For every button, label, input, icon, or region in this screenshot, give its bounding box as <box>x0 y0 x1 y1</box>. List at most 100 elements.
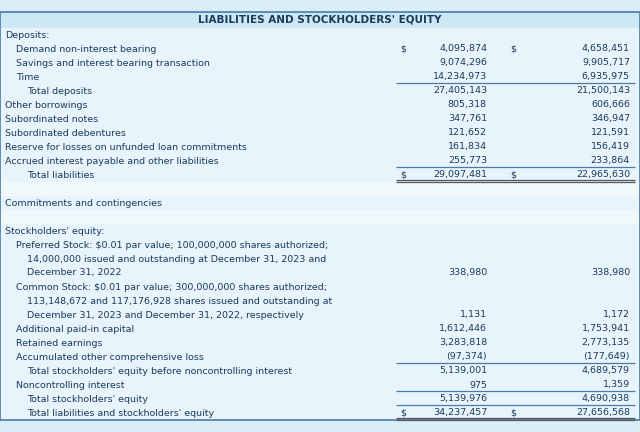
Text: 121,591: 121,591 <box>591 128 630 137</box>
Text: 338,980: 338,980 <box>591 269 630 277</box>
Text: 338,980: 338,980 <box>448 269 487 277</box>
Bar <box>0 280 640 294</box>
Text: 1,612,446: 1,612,446 <box>439 324 487 334</box>
Bar <box>0 308 640 322</box>
Bar <box>0 42 640 56</box>
Text: Stockholders' equity:: Stockholders' equity: <box>5 226 104 235</box>
Text: $: $ <box>510 171 516 180</box>
Text: $: $ <box>400 171 406 180</box>
Text: Deposits:: Deposits: <box>5 31 49 39</box>
Text: $: $ <box>400 409 406 417</box>
Text: December 31, 2023 and December 31, 2022, respectively: December 31, 2023 and December 31, 2022,… <box>27 311 304 320</box>
Text: 233,864: 233,864 <box>591 156 630 165</box>
Text: 5,139,976: 5,139,976 <box>439 394 487 403</box>
Bar <box>0 406 640 420</box>
Text: 156,419: 156,419 <box>591 143 630 152</box>
Bar <box>0 378 640 392</box>
Bar <box>0 294 640 308</box>
Text: 161,834: 161,834 <box>448 143 487 152</box>
Text: Total liabilities: Total liabilities <box>27 171 94 180</box>
Bar <box>0 84 640 98</box>
Text: 34,237,457: 34,237,457 <box>433 409 487 417</box>
Bar <box>0 350 640 364</box>
Bar <box>0 224 640 238</box>
Text: 606,666: 606,666 <box>591 101 630 109</box>
Text: Savings and interest bearing transaction: Savings and interest bearing transaction <box>16 58 210 67</box>
Text: LIABILITIES AND STOCKHOLDERS' EQUITY: LIABILITIES AND STOCKHOLDERS' EQUITY <box>198 15 442 25</box>
Text: 1,172: 1,172 <box>603 311 630 320</box>
Bar <box>0 210 640 224</box>
Bar <box>0 392 640 406</box>
Text: 5,139,001: 5,139,001 <box>439 366 487 375</box>
Bar <box>0 126 640 140</box>
Bar <box>0 28 640 42</box>
Text: 346,947: 346,947 <box>591 114 630 124</box>
Bar <box>0 56 640 70</box>
Text: 14,234,973: 14,234,973 <box>433 73 487 82</box>
Text: 1,753,941: 1,753,941 <box>582 324 630 334</box>
Bar <box>0 336 640 350</box>
Text: 2,773,135: 2,773,135 <box>582 339 630 347</box>
Text: Total liabilities and stockholders' equity: Total liabilities and stockholders' equi… <box>27 409 214 417</box>
Text: Accrued interest payable and other liabilities: Accrued interest payable and other liabi… <box>5 156 219 165</box>
Text: 1,131: 1,131 <box>460 311 487 320</box>
Text: 6,935,975: 6,935,975 <box>582 73 630 82</box>
Text: Accumulated other comprehensive loss: Accumulated other comprehensive loss <box>16 353 204 362</box>
Text: 4,690,938: 4,690,938 <box>582 394 630 403</box>
Text: 347,761: 347,761 <box>448 114 487 124</box>
Text: $: $ <box>400 44 406 54</box>
Bar <box>0 154 640 168</box>
Text: Preferred Stock: $0.01 par value; 100,000,000 shares authorized;: Preferred Stock: $0.01 par value; 100,00… <box>16 241 328 250</box>
Text: Additional paid-in capital: Additional paid-in capital <box>16 324 134 334</box>
Text: (177,649): (177,649) <box>584 353 630 362</box>
Bar <box>0 266 640 280</box>
Text: 27,656,568: 27,656,568 <box>576 409 630 417</box>
Text: Total deposits: Total deposits <box>27 86 92 95</box>
Text: Retained earnings: Retained earnings <box>16 339 102 347</box>
Text: Reserve for losses on unfunded loan commitments: Reserve for losses on unfunded loan comm… <box>5 143 247 152</box>
Bar <box>0 70 640 84</box>
Bar <box>0 364 640 378</box>
Bar <box>0 252 640 266</box>
Bar <box>0 140 640 154</box>
Text: 4,658,451: 4,658,451 <box>582 44 630 54</box>
Bar <box>0 238 640 252</box>
Text: Time: Time <box>16 73 39 82</box>
Text: (97,374): (97,374) <box>446 353 487 362</box>
Text: Subordinated debentures: Subordinated debentures <box>5 128 126 137</box>
Text: 22,965,630: 22,965,630 <box>576 171 630 180</box>
Text: 14,000,000 issued and outstanding at December 31, 2023 and: 14,000,000 issued and outstanding at Dec… <box>27 254 326 264</box>
Text: 805,318: 805,318 <box>448 101 487 109</box>
Bar <box>0 112 640 126</box>
Bar <box>0 98 640 112</box>
Text: 9,905,717: 9,905,717 <box>582 58 630 67</box>
Bar <box>0 196 640 210</box>
Text: 121,652: 121,652 <box>448 128 487 137</box>
Text: Other borrowings: Other borrowings <box>5 101 88 109</box>
Text: 4,095,874: 4,095,874 <box>439 44 487 54</box>
Text: Total stockholders' equity: Total stockholders' equity <box>27 394 148 403</box>
Text: $: $ <box>510 44 516 54</box>
Text: Total stockholders' equity before noncontrolling interest: Total stockholders' equity before noncon… <box>27 366 292 375</box>
Text: Demand non-interest bearing: Demand non-interest bearing <box>16 44 156 54</box>
Text: 9,074,296: 9,074,296 <box>439 58 487 67</box>
Text: 21,500,143: 21,500,143 <box>576 86 630 95</box>
Text: 113,148,672 and 117,176,928 shares issued and outstanding at: 113,148,672 and 117,176,928 shares issue… <box>27 296 332 305</box>
Bar <box>0 182 640 196</box>
Text: Common Stock: $0.01 par value; 300,000,000 shares authorized;: Common Stock: $0.01 par value; 300,000,0… <box>16 283 327 292</box>
Text: 27,405,143: 27,405,143 <box>433 86 487 95</box>
Bar <box>0 12 640 28</box>
Text: Noncontrolling interest: Noncontrolling interest <box>16 381 125 390</box>
Text: 4,689,579: 4,689,579 <box>582 366 630 375</box>
Text: 3,283,818: 3,283,818 <box>439 339 487 347</box>
Text: December 31, 2022: December 31, 2022 <box>27 269 122 277</box>
Bar <box>0 322 640 336</box>
Text: 29,097,481: 29,097,481 <box>433 171 487 180</box>
Text: 975: 975 <box>469 381 487 390</box>
Text: Commitments and contingencies: Commitments and contingencies <box>5 198 162 207</box>
Text: $: $ <box>510 409 516 417</box>
Bar <box>0 168 640 182</box>
Text: 255,773: 255,773 <box>448 156 487 165</box>
Text: Subordinated notes: Subordinated notes <box>5 114 98 124</box>
Text: 1,359: 1,359 <box>603 381 630 390</box>
